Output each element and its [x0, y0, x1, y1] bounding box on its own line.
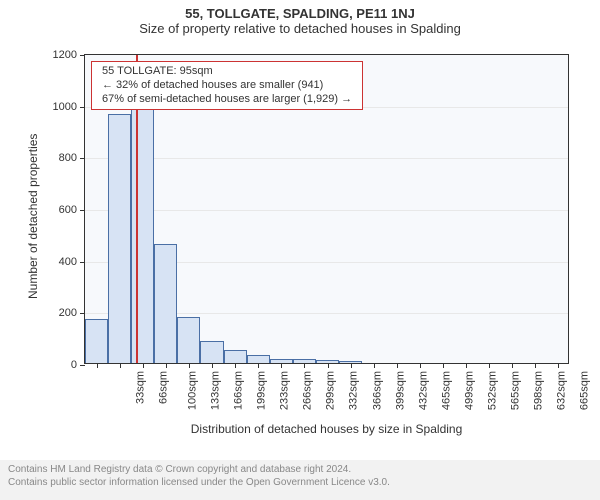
- y-tick-mark: [80, 262, 85, 263]
- x-tick-mark: [281, 363, 282, 368]
- x-tick-mark: [466, 363, 467, 368]
- gridline: [85, 210, 568, 211]
- x-tick-mark: [512, 363, 513, 368]
- histogram-bar: [108, 114, 131, 363]
- legend-box: 55 TOLLGATE: 95sqm← 32% of detached hous…: [91, 61, 363, 110]
- x-tick-label: 465sqm: [440, 363, 452, 410]
- legend-line: ← 32% of detached houses are smaller (94…: [102, 79, 352, 93]
- x-tick-mark: [351, 363, 352, 368]
- x-tick-label: 665sqm: [579, 363, 591, 410]
- x-tick-label: 199sqm: [256, 363, 268, 410]
- y-tick-mark: [80, 107, 85, 108]
- x-tick-mark: [328, 363, 329, 368]
- x-tick-mark: [258, 363, 259, 368]
- footer: Contains HM Land Registry data © Crown c…: [0, 460, 600, 500]
- x-tick-label: 399sqm: [394, 363, 406, 410]
- x-tick-label: 632sqm: [556, 363, 568, 410]
- x-tick-mark: [535, 363, 536, 368]
- footer-line-1: Contains HM Land Registry data © Crown c…: [8, 464, 592, 477]
- page-title-address: 55, TOLLGATE, SPALDING, PE11 1NJ: [0, 0, 600, 21]
- y-tick-mark: [80, 313, 85, 314]
- x-tick-label: 166sqm: [233, 363, 245, 410]
- x-tick-label: 299sqm: [325, 363, 337, 410]
- y-tick-mark: [80, 158, 85, 159]
- x-tick-mark: [397, 363, 398, 368]
- chart-container: Number of detached properties 0200400600…: [20, 44, 580, 444]
- histogram-bar: [177, 317, 200, 364]
- x-tick-mark: [166, 363, 167, 368]
- x-tick-label: 565sqm: [510, 363, 522, 410]
- x-tick-mark: [235, 363, 236, 368]
- x-tick-mark: [443, 363, 444, 368]
- x-tick-label: 366sqm: [371, 363, 383, 410]
- y-tick-mark: [80, 365, 85, 366]
- page: 55, TOLLGATE, SPALDING, PE11 1NJ Size of…: [0, 0, 600, 500]
- x-tick-mark: [420, 363, 421, 368]
- footer-line-2: Contains public sector information licen…: [8, 477, 592, 490]
- plot-area: 02004006008001000120033sqm66sqm100sqm133…: [84, 54, 569, 364]
- x-tick-mark: [120, 363, 121, 368]
- x-tick-mark: [374, 363, 375, 368]
- histogram-bar: [85, 319, 108, 363]
- x-tick-label: 266sqm: [302, 363, 314, 410]
- x-tick-mark: [489, 363, 490, 368]
- gridline: [85, 158, 568, 159]
- x-tick-label: 133sqm: [209, 363, 221, 410]
- histogram-bar: [154, 244, 177, 363]
- x-tick-label: 332sqm: [348, 363, 360, 410]
- y-axis-label: Number of detached properties: [26, 134, 40, 299]
- legend-line: 55 TOLLGATE: 95sqm: [102, 65, 352, 79]
- x-tick-label: 233sqm: [279, 363, 291, 410]
- x-tick-label: 532sqm: [487, 363, 499, 410]
- x-tick-label: 33sqm: [134, 363, 146, 404]
- histogram-bar: [247, 355, 270, 363]
- x-tick-label: 432sqm: [417, 363, 429, 410]
- y-tick-mark: [80, 55, 85, 56]
- x-tick-mark: [304, 363, 305, 368]
- x-tick-mark: [97, 363, 98, 368]
- x-tick-mark: [143, 363, 144, 368]
- y-tick-mark: [80, 210, 85, 211]
- page-title-sub: Size of property relative to detached ho…: [0, 21, 600, 36]
- x-tick-mark: [212, 363, 213, 368]
- histogram-bar: [200, 341, 223, 363]
- legend-line: 67% of semi-detached houses are larger (…: [102, 93, 352, 107]
- histogram-bar: [131, 109, 154, 363]
- x-axis-label: Distribution of detached houses by size …: [84, 422, 569, 436]
- x-tick-mark: [189, 363, 190, 368]
- x-tick-label: 598sqm: [533, 363, 545, 410]
- x-tick-label: 100sqm: [186, 363, 198, 410]
- x-tick-label: 499sqm: [464, 363, 476, 410]
- histogram-bar: [224, 350, 247, 363]
- x-tick-label: 66sqm: [157, 363, 169, 404]
- x-tick-mark: [558, 363, 559, 368]
